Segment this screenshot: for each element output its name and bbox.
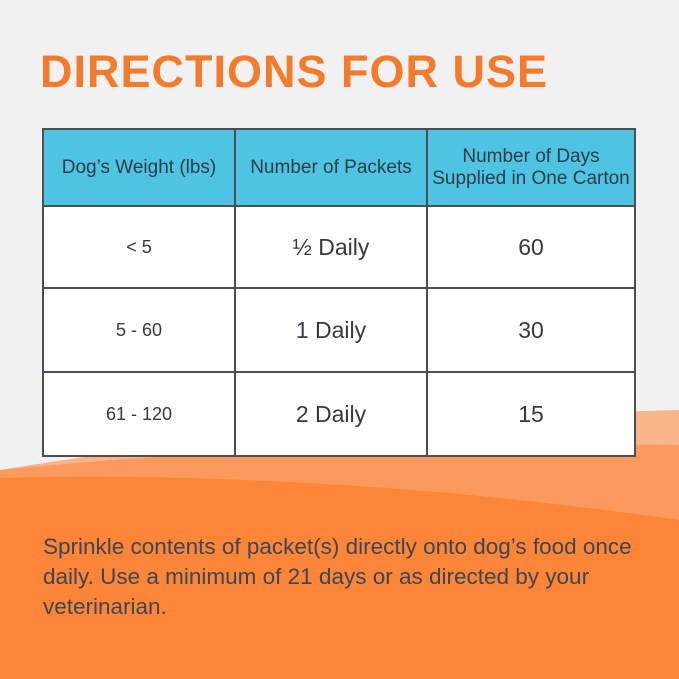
page-title: DIRECTIONS FOR USE [40, 46, 549, 97]
cell-packets: 1 Daily [234, 287, 428, 373]
table-row: 5 - 60 1 Daily 30 [42, 287, 636, 373]
cell-days: 30 [426, 287, 636, 373]
header-packets: Number of Packets [234, 128, 428, 207]
cell-days: 15 [426, 371, 636, 457]
header-days: Number of Days Supplied in One Carton [426, 128, 636, 207]
cell-packets: ½ Daily [234, 205, 428, 289]
cell-weight: < 5 [42, 205, 236, 289]
cell-weight: 61 - 120 [42, 371, 236, 457]
cell-packets: 2 Daily [234, 371, 428, 457]
cell-weight: 5 - 60 [42, 287, 236, 373]
cell-days: 60 [426, 205, 636, 289]
table-row: < 5 ½ Daily 60 [42, 205, 636, 289]
table-header-row: Dog’s Weight (lbs) Number of Packets Num… [42, 128, 636, 207]
header-weight: Dog’s Weight (lbs) [42, 128, 236, 207]
dosage-table: Dog’s Weight (lbs) Number of Packets Num… [42, 128, 636, 457]
table-row: 61 - 120 2 Daily 15 [42, 371, 636, 457]
usage-note: Sprinkle contents of packet(s) directly … [43, 534, 632, 619]
